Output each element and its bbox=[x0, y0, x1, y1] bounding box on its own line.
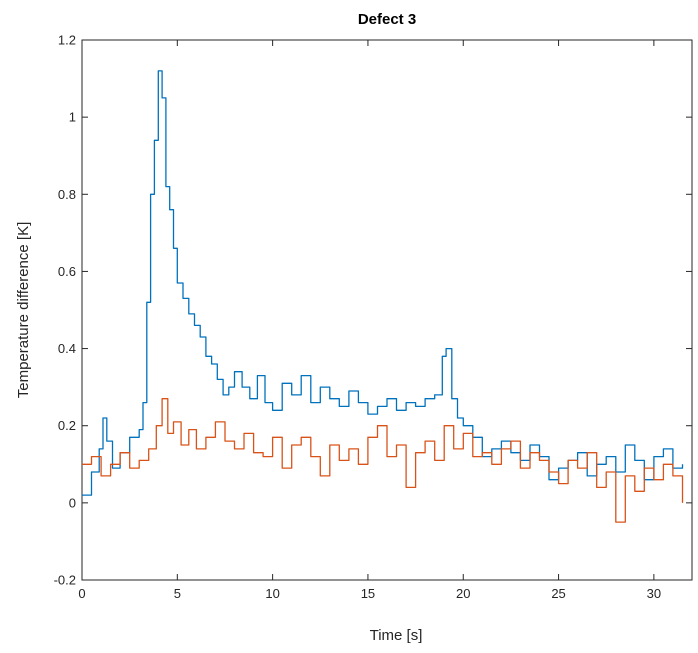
series-line-1 bbox=[82, 70, 684, 496]
x-tick-label: 30 bbox=[647, 586, 661, 601]
series-layer bbox=[82, 70, 684, 523]
x-tick-label: 25 bbox=[551, 586, 565, 601]
chart-title: Defect 3 bbox=[358, 11, 416, 28]
y-tick-label: 0.4 bbox=[58, 341, 76, 356]
plot-area: 0 5 10 15 20 25 30-0.200.20.40.60.811.2 bbox=[54, 33, 693, 601]
y-tick-label: 0 bbox=[69, 495, 76, 510]
x-tick-label: 0 bbox=[78, 586, 85, 601]
series-line-2 bbox=[82, 398, 684, 523]
x-tick-label: 5 bbox=[174, 586, 181, 601]
y-tick-label: 1 bbox=[69, 110, 76, 125]
y-tick-label: 0.6 bbox=[58, 264, 76, 279]
y-tick-label: 0.8 bbox=[58, 187, 76, 202]
x-tick-label: 15 bbox=[361, 586, 375, 601]
x-tick-label: 10 bbox=[265, 586, 279, 601]
y-tick-label: -0.2 bbox=[54, 573, 76, 588]
ticks-layer: 0 5 10 15 20 25 30-0.200.20.40.60.811.2 bbox=[54, 33, 692, 601]
y-axis-label: Temperature difference [K] bbox=[15, 222, 32, 398]
axes-box bbox=[81, 39, 693, 581]
x-axis-label: Time [s] bbox=[370, 627, 423, 644]
x-tick-label: 20 bbox=[456, 586, 470, 601]
y-tick-label: 1.2 bbox=[58, 33, 76, 48]
y-tick-label: 0.2 bbox=[58, 418, 76, 433]
